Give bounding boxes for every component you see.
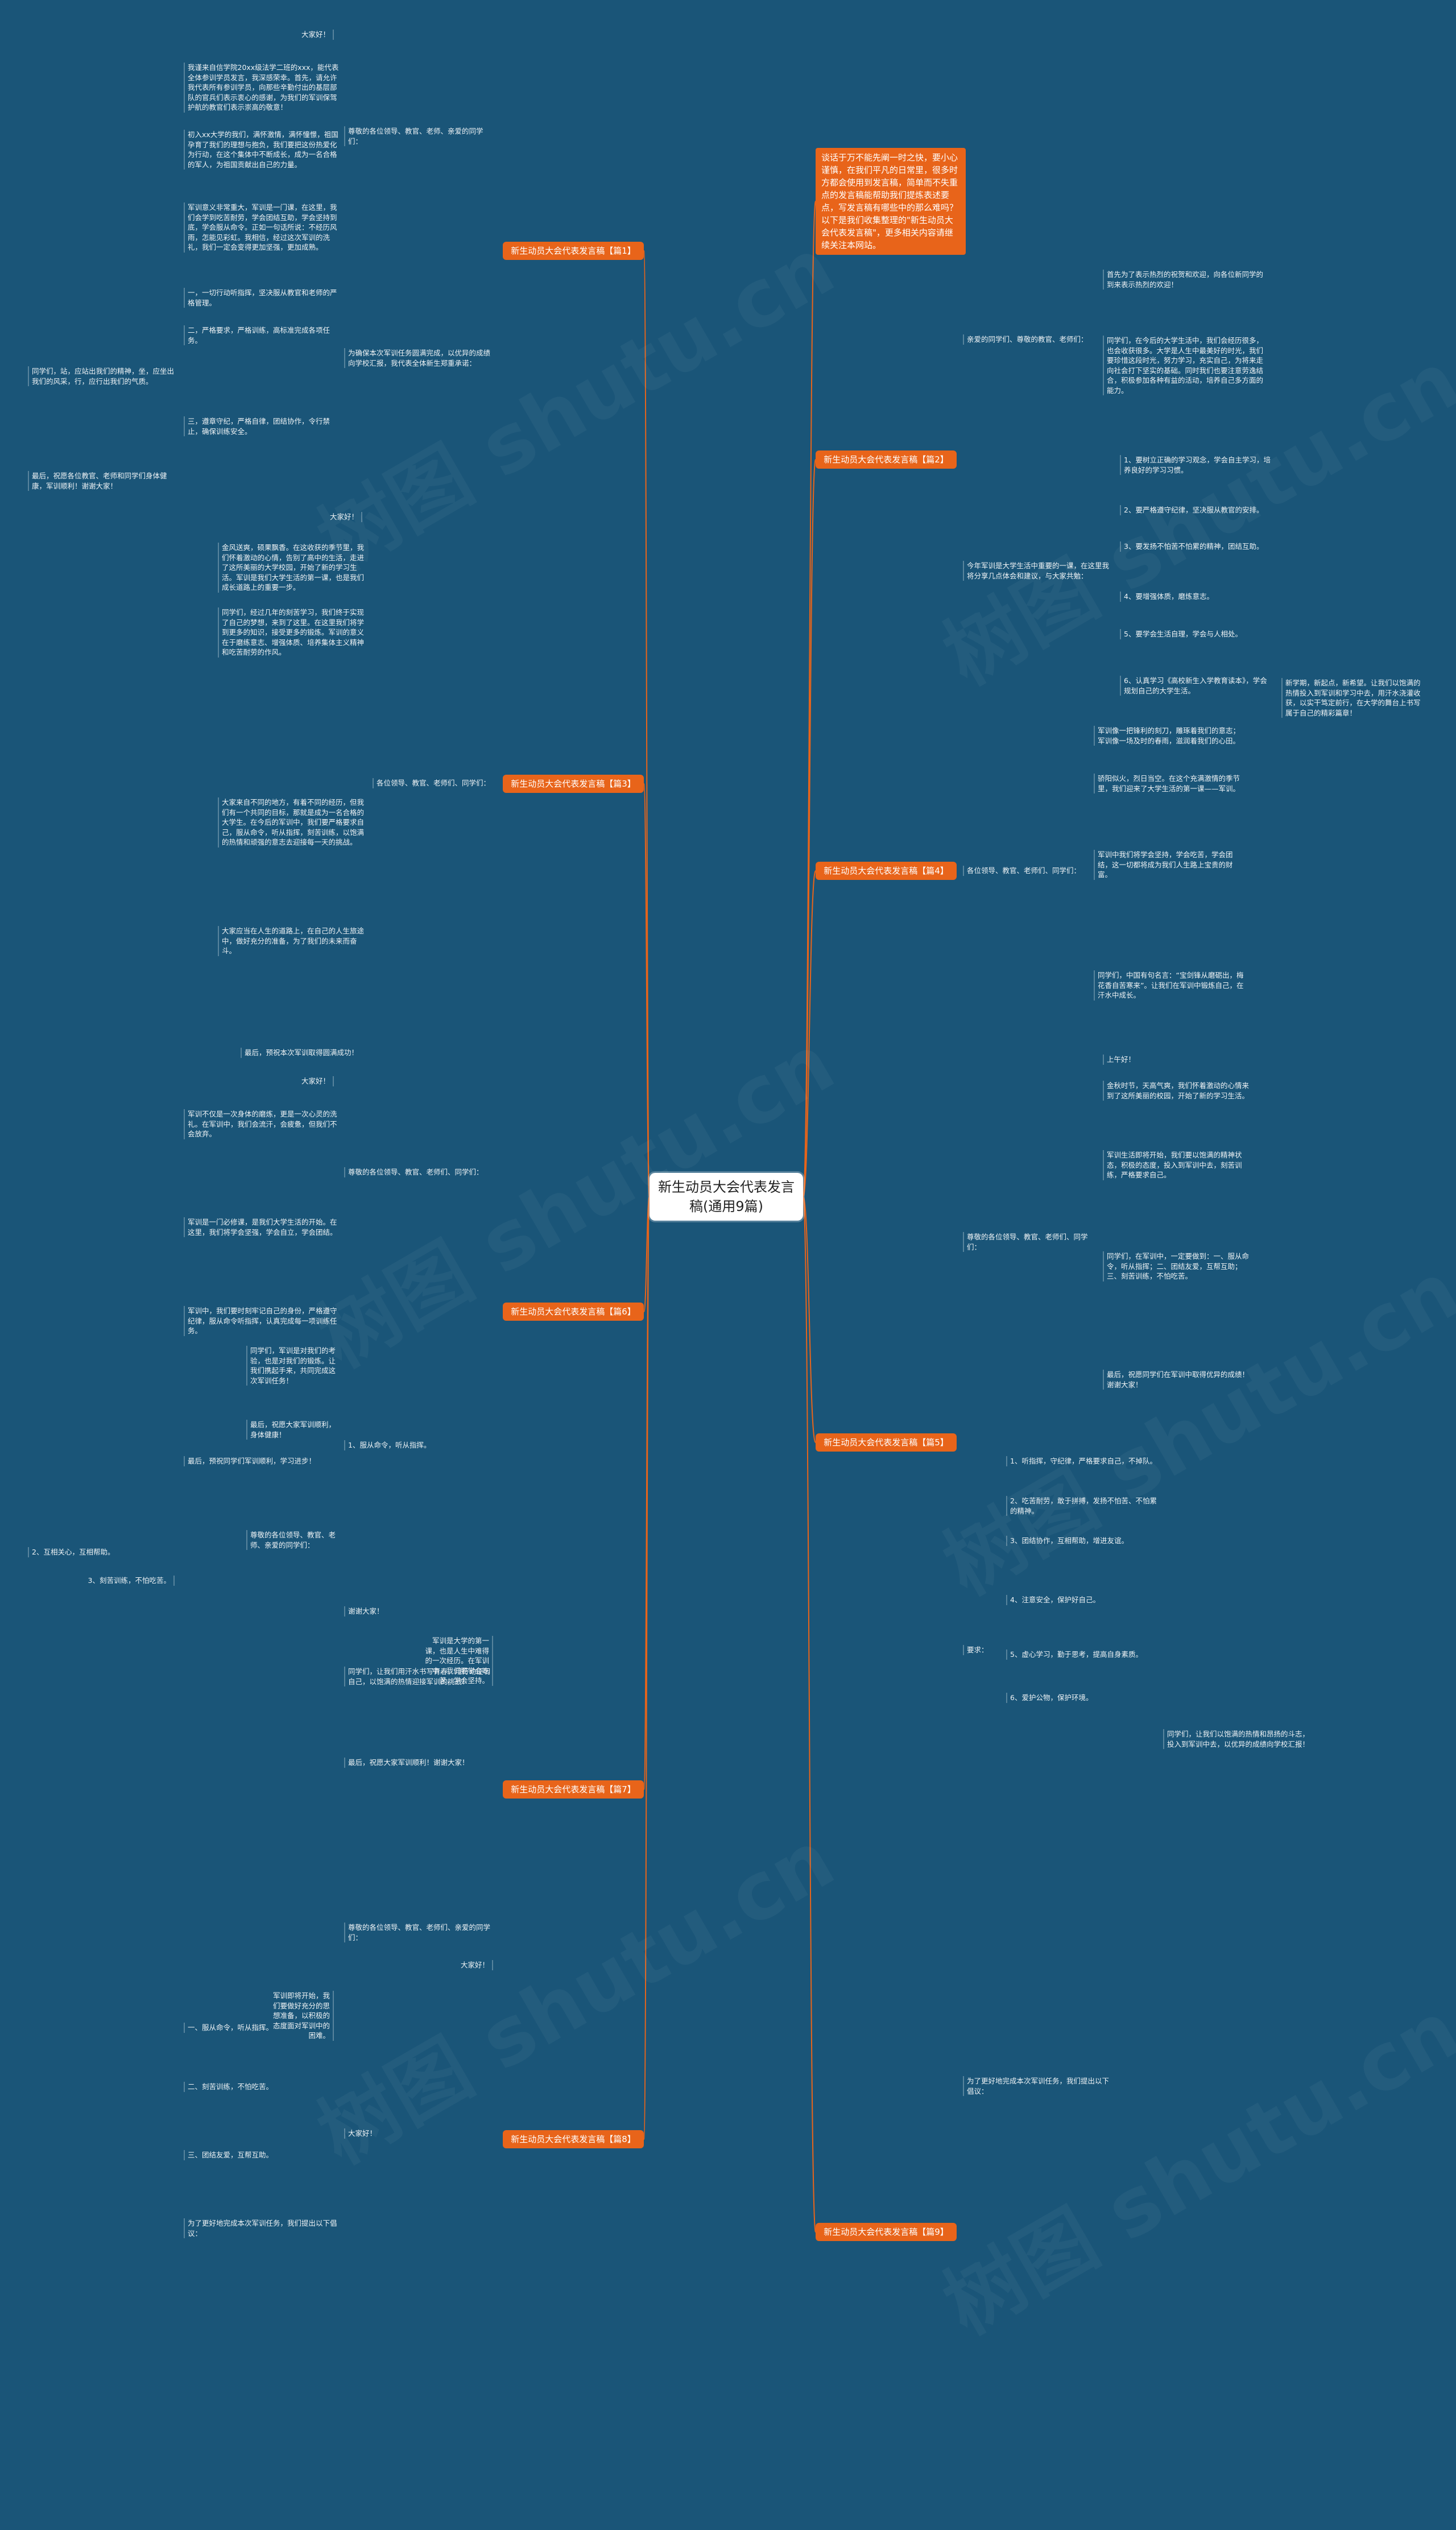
leaf-text: 1、要树立正确的学习观念，学会自主学习，培养良好的学习习惯。 — [1124, 456, 1271, 474]
leaf-text: 最后，祝愿大家军训顺利！谢谢大家！ — [348, 1758, 469, 1767]
root-topic[interactable]: 新生动员大会代表发言稿(通用9篇) — [650, 1173, 803, 1221]
leaf-text: 同学们，让我们用汗水书写青春，用行动证明自己，以饱满的热情迎接军训的挑战！ — [348, 1667, 491, 1686]
connector-line — [803, 1196, 816, 2233]
leaf-text: 大家好！ — [301, 30, 330, 39]
leaf-text: 同学们，经过几年的刻苦学习，我们终于实现了自己的梦想，来到了这里。在这里我们将学… — [222, 608, 365, 656]
leaf-text: 大家好！ — [301, 1077, 330, 1085]
leaf-text: 同学们，在今后的大学生活中，我们会经历很多，也会收获很多。大学是人生中最美好的时… — [1107, 336, 1264, 395]
leaf-text: 同学们，站，应站出我们的精神，坐，应坐出我们的风采，行，应行出我们的气质。 — [32, 367, 175, 386]
leaf-text: 各位领导、教官、老师们、同学们： — [377, 779, 491, 787]
connector-line — [803, 870, 816, 1197]
connector-line — [803, 1196, 816, 1443]
leaf-text: 为确保本次军训任务圆满完成，以优异的成绩向学校汇报，我代表全体新生郑重承诺： — [348, 349, 491, 367]
leaf-text: 上午好！ — [1107, 1055, 1136, 1064]
leaf-text: 新学期，新起点，新希望。让我们以饱满的热情投入到军训和学习中去，用汗水浇灌收获，… — [1285, 679, 1421, 717]
leaf-text: 金风送爽，硕果飘香。在这收获的季节里，我们怀着激动的心情，告别了高中的生活，走进… — [222, 543, 365, 592]
branch-6[interactable]: 新生动员大会代表发言稿【篇6】 — [503, 1303, 644, 1321]
leaf-text: 同学们，军训是对我们的考验，也是对我们的锻炼。让我们携起手来，共同完成这次军训任… — [250, 1346, 336, 1385]
leaf-text: 同学们，让我们以饱满的热情和昂扬的斗志，投入到军训中去，以优异的成绩向学校汇报！ — [1167, 1730, 1310, 1748]
leaf-text: 军训中我们将学会坚持，学会吃苦，学会团结，这一切都将成为我们人生路上宝贵的财富。 — [1098, 850, 1233, 879]
leaf-text: 我谨来自信学院20xx级法学二班的xxx，能代表全体参训学员发言，我深感荣幸。首… — [188, 63, 339, 111]
leaf-text: 要求： — [967, 1646, 988, 1654]
leaf-text: 最后，祝愿大家军训顺利，身体健康！ — [250, 1420, 336, 1439]
leaf-text: 4、注意安全，保护好自己。 — [1010, 1595, 1100, 1604]
leaf-text: 今年军训是大学生活中重要的一课，在这里我将分享几点体会和建议，与大家共勉： — [967, 561, 1110, 580]
leaf-text: 一，一切行动听指挥，坚决服从教官和老师的严格管理。 — [188, 288, 337, 307]
connector-lines — [643, 201, 816, 2233]
leaf-text: 尊敬的各位领导、教官、老师们、同学们： — [348, 1168, 483, 1176]
leaf-text: 尊敬的各位领导、教官、老师们、亲爱的同学们： — [348, 1923, 491, 1942]
branch-4[interactable]: 新生动员大会代表发言稿【篇4】 — [816, 862, 957, 880]
leaf-text: 三、团结友爱，互帮互助。 — [188, 2151, 274, 2159]
intro-summary[interactable]: 谈话于万不能先阐一时之快，要小心谨慎，在我们平凡的日常里，很多时方都会使用到发言… — [816, 148, 966, 255]
leaf-text: 6、爱护公物，保护环境。 — [1010, 1693, 1093, 1702]
leaf-text: 2、吃苦耐劳，敢于拼搏，发扬不怕苦、不怕累的精神。 — [1010, 1496, 1157, 1515]
leaf-text: 最后，预祝同学们军训顺利，学习进步！ — [188, 1457, 316, 1465]
leaf-text: 3、团结协作，互相帮助，增进友谊。 — [1010, 1536, 1128, 1545]
leaf-text: 一、服从命令，听从指挥。 — [188, 2023, 274, 2032]
leaf-text: 2、互相关心，互相帮助。 — [32, 1548, 115, 1556]
leaf-text: 二、刻苦训练，不怕吃苦。 — [188, 2082, 274, 2091]
leaf-text: 最后，祝愿同学们在军训中取得优异的成绩！谢谢大家！ — [1107, 1370, 1250, 1389]
leaf-text: 金秋时节，天高气爽，我们怀着激动的心情来到了这所美丽的校园，开始了新的学习生活。 — [1107, 1081, 1250, 1100]
leaf-text: 军训是大学的第一课，也是人生中难得的一次经历。在军训中，我们要学会吃苦，学会坚持… — [425, 1636, 489, 1685]
leaf-text: 各位领导、教官、老师们、同学们： — [967, 866, 1081, 875]
leaf-text: 4、要增强体质，磨炼意志。 — [1124, 592, 1214, 601]
leaf-text: 同学们，在军训中，一定要做到：一、服从命令，听从指挥；二、团结友爱，互帮互助；三… — [1107, 1252, 1250, 1280]
leaf-text: 5、虚心学习，勤于思考，提高自身素质。 — [1010, 1650, 1143, 1659]
branch-1[interactable]: 新生动员大会代表发言稿【篇1】 — [503, 242, 644, 260]
leaf-text: 三，遵章守纪，严格自律，团结协作，令行禁止，确保训练安全。 — [188, 417, 330, 436]
connector-line — [803, 459, 816, 1197]
branch-2[interactable]: 新生动员大会代表发言稿【篇2】 — [816, 450, 957, 469]
leaf-text: 大家好！ — [460, 1961, 489, 1969]
connector-line — [643, 1196, 650, 1312]
leaf-text: 为了更好地完成本次军训任务，我们提出以下倡议： — [188, 2219, 337, 2238]
leaf-text: 军训中，我们要时刻牢记自己的身份，严格遵守纪律，服从命令听指挥，认真完成每一项训… — [188, 1307, 337, 1335]
branch-3[interactable]: 新生动员大会代表发言稿【篇3】 — [503, 775, 644, 793]
leaf-text: 军训像一把锋利的刻刀，雕琢着我们的意志；军训像一场及时的春雨，滋润着我们的心田。 — [1098, 726, 1240, 745]
leaf-text: 最后，预祝本次军训取得圆满成功！ — [245, 1048, 359, 1057]
leaf-text: 首先为了表示热烈的祝贺和欢迎，向各位新同学的到来表示热烈的欢迎！ — [1107, 270, 1264, 289]
leaf-text: 3、刻苦训练，不怕吃苦。 — [88, 1576, 171, 1585]
leaf-text: 最后，祝愿各位教官、老师和同学们身体健康，军训顺利！谢谢大家！ — [32, 472, 167, 490]
branch-9[interactable]: 新生动员大会代表发言稿【篇9】 — [816, 2223, 957, 2241]
leaf-text: 谢谢大家！ — [348, 1607, 384, 1615]
leaf-text: 军训即将开始，我们要做好充分的思想准备，以积极的态度面对军训中的困难。 — [273, 1991, 330, 2040]
leaf-text: 2、要严格遵守纪律，坚决服从教官的安排。 — [1124, 506, 1264, 514]
branch-7[interactable]: 新生动员大会代表发言稿【篇7】 — [503, 1780, 644, 1799]
leaf-text: 尊敬的各位领导、教官、老师、亲爱的同学们： — [250, 1531, 336, 1549]
leaf-text: 为了更好地完成本次军训任务，我们提出以下倡议： — [967, 2077, 1110, 2095]
leaf-text: 大家来自不同的地方，有着不同的经历，但我们有一个共同的目标，那就是成为一名合格的… — [222, 798, 365, 846]
leaf-text: 大家好！ — [329, 512, 358, 521]
leaf-text: 二，严格要求，严格训练，高标准完成各项任务。 — [188, 326, 330, 345]
connector-line — [643, 1196, 650, 2140]
leaf-text: 1、听指挥，守纪律，严格要求自己，不掉队。 — [1010, 1457, 1157, 1465]
leaf-brackets — [28, 30, 1283, 2238]
leaf-text: 尊敬的各位领导、教官、老师、亲爱的同学们： — [348, 127, 483, 146]
leaf-text: 军训是一门必修课，是我们大学生活的开始。在这里，我们将学会坚强，学会自立，学会团… — [188, 1218, 337, 1237]
leaf-text: 大家应当在人生的道路上，在自己的人生旅途中，做好充分的准备，为了我们的未来而奋斗… — [222, 927, 365, 955]
connector-line — [643, 783, 650, 1197]
leaf-text: 5、要学会生活自理，学会与人相处。 — [1124, 630, 1242, 638]
leaf-text: 初入xx大学的我们，满怀激情，满怀憧憬，祖国孕育了我们的理想与抱负，我们要把这份… — [188, 130, 338, 169]
leaf-text: 骄阳似火，烈日当空。在这个充满激情的季节里，我们迎来了大学生活的第一课——军训。 — [1098, 774, 1240, 793]
branch-5[interactable]: 新生动员大会代表发言稿【篇5】 — [816, 1433, 957, 1452]
leaf-text: 尊敬的各位领导、教官、老师们、同学们： — [967, 1233, 1088, 1251]
leaf-text: 6、认真学习《高校新生入学教育读本》，学会规划自己的大学生活。 — [1124, 676, 1267, 695]
leaf-text: 亲爱的同学们、尊敬的教官、老师们： — [967, 335, 1088, 344]
leaf-text: 同学们，中国有句名言：“宝剑锋从磨砺出，梅花香自苦寒来”。让我们在军训中锻炼自己… — [1098, 971, 1244, 999]
leaf-text: 3、要发扬不怕苦不怕累的精神，团结互助。 — [1124, 542, 1264, 551]
leaf-text: 1、服从命令，听从指挥。 — [348, 1441, 431, 1449]
branch-8[interactable]: 新生动员大会代表发言稿【篇8】 — [503, 2130, 644, 2148]
leaf-text: 大家好！ — [348, 2129, 377, 2138]
leaf-text: 军训意义非常重大，军训是一门课，在这里，我们会学到吃苦耐劳，学会团结互助，学会坚… — [188, 203, 337, 251]
leaf-text: 军训生活即将开始，我们要以饱满的精神状态，积极的态度，投入到军训中去，刻苦训练，… — [1107, 1151, 1242, 1179]
leaf-text: 军训不仅是一次身体的磨炼，更是一次心灵的洗礼。在军训中，我们会流汗，会疲惫，但我… — [188, 1110, 337, 1138]
